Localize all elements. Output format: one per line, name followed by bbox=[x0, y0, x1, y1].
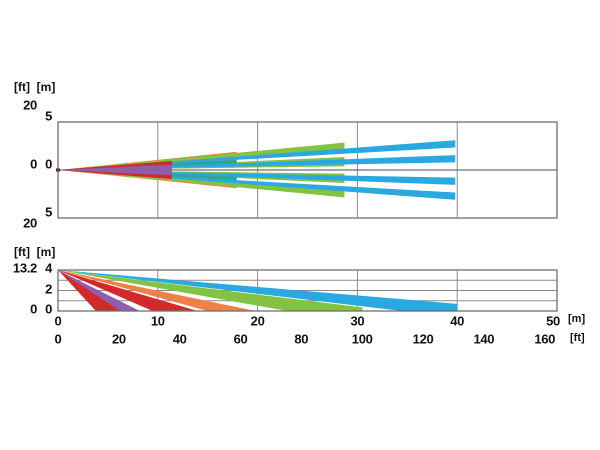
x-axis-ft-tick: 40 bbox=[172, 331, 187, 347]
side-chart-m-tick: 0 bbox=[45, 301, 52, 317]
top-chart-ft-tick: 20 bbox=[23, 97, 37, 113]
x-axis-m-tick: 30 bbox=[350, 313, 365, 329]
top-view-zone-green bbox=[58, 170, 345, 183]
side-view-beam-purple bbox=[58, 270, 140, 311]
side-view-beam-green bbox=[58, 270, 363, 311]
x-axis-m-unit-label: [m] bbox=[568, 313, 586, 325]
side-view-beam-orange bbox=[58, 270, 256, 311]
top-view-zone-green bbox=[58, 170, 345, 198]
side-chart-ft-tick: 0 bbox=[30, 301, 37, 317]
x-axis-ft-unit-label: [ft] bbox=[570, 332, 585, 344]
top-chart-m-unit-label: [m] bbox=[36, 80, 56, 94]
side-chart-frame bbox=[57, 269, 558, 312]
top-chart-ft-tick: 0 bbox=[30, 156, 37, 172]
x-axis-ft-tick: 100 bbox=[351, 331, 373, 347]
x-axis-ft-tick: 60 bbox=[233, 331, 248, 347]
x-axis-m-tick: 40 bbox=[450, 313, 465, 329]
side-view-beam-red bbox=[58, 270, 120, 311]
x-axis-ft-tick: 140 bbox=[473, 331, 495, 347]
side-chart-m-tick: 4 bbox=[45, 260, 52, 276]
x-axis-m-tick: 0 bbox=[54, 313, 62, 329]
top-view-zone-cyan bbox=[58, 170, 456, 200]
x-axis-ft-tick: 0 bbox=[54, 331, 62, 347]
top-chart-ft-tick: 20 bbox=[23, 215, 37, 231]
top-view-zone-purple bbox=[58, 164, 172, 176]
x-axis-ft-tick: 20 bbox=[111, 331, 126, 347]
top-chart-m-tick: 0 bbox=[45, 156, 52, 172]
top-view-zone-green bbox=[58, 142, 345, 170]
side-chart-ft-tick: 13.2 bbox=[12, 260, 37, 276]
x-axis-m-tick: 20 bbox=[250, 313, 265, 329]
top-view-zone-cyan bbox=[58, 170, 456, 185]
side-chart-m-tick: 2 bbox=[45, 281, 52, 296]
x-axis-ft-tick: 120 bbox=[412, 331, 434, 347]
side-view-beam-red bbox=[58, 270, 198, 311]
top-chart-frame bbox=[57, 121, 558, 219]
top-view-zone-teal bbox=[58, 170, 237, 181]
top-chart-ft-unit-label: [ft] bbox=[14, 80, 30, 94]
top-chart-m-tick: 5 bbox=[45, 204, 52, 220]
top-view-zone-cyan bbox=[58, 140, 456, 170]
x-axis-ft-tick: 160 bbox=[534, 331, 556, 347]
x-axis-ft-tick: 80 bbox=[294, 331, 309, 347]
x-axis-m-tick: 10 bbox=[150, 313, 165, 329]
side-chart-ft-unit-label: [ft] bbox=[14, 245, 30, 259]
side-chart-m-unit-label: [m] bbox=[36, 245, 56, 259]
side-view-beam-cyan bbox=[58, 270, 458, 311]
x-axis-m-tick: 50 bbox=[546, 313, 560, 329]
top-view-zone-teal bbox=[58, 159, 237, 170]
top-chart-m-tick: 5 bbox=[45, 108, 52, 124]
top-view-zone-green bbox=[58, 157, 345, 170]
